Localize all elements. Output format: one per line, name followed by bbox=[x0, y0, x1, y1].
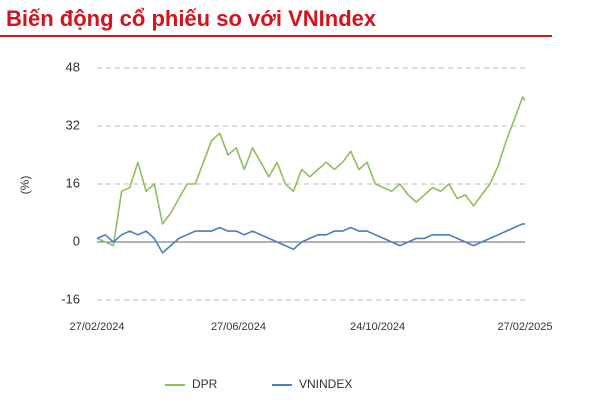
legend-label: DPR bbox=[192, 377, 218, 391]
x-tick-label: 24/10/2024 bbox=[350, 321, 405, 333]
x-tick-label: 27/02/2025 bbox=[497, 321, 552, 333]
y-tick-label: 48 bbox=[66, 59, 80, 74]
line-series bbox=[96, 223, 525, 254]
x-tick-label: 27/02/2024 bbox=[69, 321, 124, 333]
y-tick-label: 32 bbox=[66, 117, 80, 132]
x-tick-label: 27/06/2024 bbox=[211, 321, 266, 333]
y-tick-label: 0 bbox=[73, 233, 80, 248]
y-tick-label: 16 bbox=[66, 175, 80, 190]
title-underline bbox=[0, 35, 552, 37]
legend-label: VNINDEX bbox=[299, 377, 352, 391]
chart-title: Biến động cổ phiếu so với VNIndex bbox=[6, 6, 377, 31]
line-series bbox=[96, 96, 526, 247]
y-tick-label: -16 bbox=[61, 291, 80, 306]
y-axis-label: (%) bbox=[18, 176, 32, 195]
